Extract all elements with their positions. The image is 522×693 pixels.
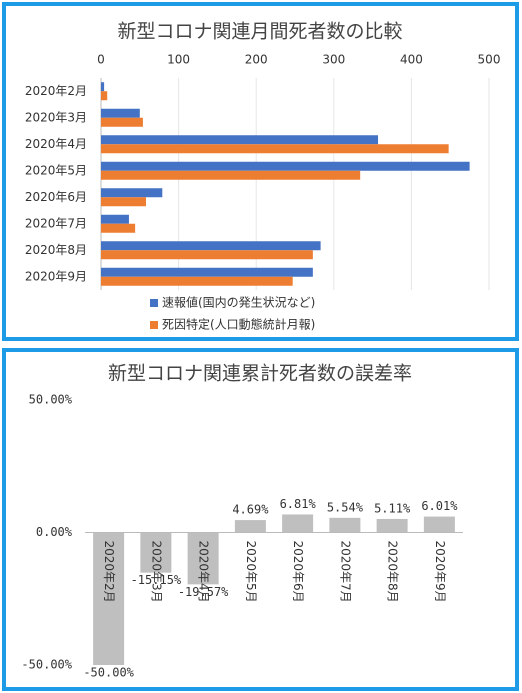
legend-swatch bbox=[150, 299, 158, 307]
bar bbox=[101, 241, 321, 251]
value-label: -15.15% bbox=[131, 573, 182, 587]
y-tick-label: 2020年4月 bbox=[25, 137, 87, 151]
chart-frame bbox=[2, 2, 519, 341]
y-tick-label: 0.00% bbox=[36, 525, 73, 539]
bar bbox=[101, 161, 470, 171]
chart-title: 新型コロナ関連月間死者数の比較 bbox=[117, 21, 402, 43]
x-tick-label: 2020年5月 bbox=[244, 541, 258, 603]
bar bbox=[101, 267, 313, 277]
bar bbox=[423, 516, 455, 533]
bar bbox=[101, 223, 136, 233]
bar bbox=[101, 214, 129, 224]
x-tick-label: 2020年8月 bbox=[386, 541, 400, 603]
x-tick-label: 2020年2月 bbox=[102, 541, 116, 603]
x-tick-label: 2020年7月 bbox=[338, 541, 352, 603]
x-tick-label: 2020年6月 bbox=[291, 541, 305, 603]
x-tick-label: 2020年4月 bbox=[197, 541, 211, 603]
value-label: 6.81% bbox=[280, 497, 317, 511]
value-label: 5.11% bbox=[374, 501, 411, 515]
bar bbox=[101, 82, 105, 92]
x-tick-label: 2020年3月 bbox=[149, 541, 163, 603]
y-tick-label: 2020年8月 bbox=[25, 243, 87, 257]
bar bbox=[101, 170, 361, 180]
x-tick-label: 100 bbox=[167, 53, 190, 67]
bar bbox=[101, 188, 163, 198]
bar bbox=[329, 517, 361, 533]
bar bbox=[282, 514, 314, 533]
value-label: 5.54% bbox=[327, 500, 364, 514]
x-tick-label: 2020年9月 bbox=[433, 541, 447, 603]
x-tick-label: 0 bbox=[97, 53, 105, 67]
bar bbox=[187, 532, 219, 585]
y-tick-label: 2020年9月 bbox=[25, 269, 87, 283]
chart-frame bbox=[2, 348, 519, 691]
chart-title: 新型コロナ関連累計死者数の誤差率 bbox=[108, 363, 412, 385]
value-label: 4.69% bbox=[232, 503, 269, 517]
x-tick-label: 300 bbox=[322, 53, 345, 67]
y-tick-label: 2020年6月 bbox=[25, 190, 87, 204]
value-label: -19.57% bbox=[178, 585, 229, 599]
bar bbox=[234, 520, 266, 533]
value-label: 6.01% bbox=[421, 499, 458, 513]
bar bbox=[93, 532, 125, 665]
bar bbox=[101, 117, 143, 127]
y-tick-label: 2020年7月 bbox=[25, 216, 87, 230]
bar bbox=[101, 135, 379, 145]
x-tick-label: 500 bbox=[478, 53, 501, 67]
y-tick-label: 2020年3月 bbox=[25, 110, 87, 124]
bar bbox=[101, 276, 293, 286]
legend-swatch bbox=[150, 321, 158, 329]
bar bbox=[140, 532, 172, 573]
legend-label: 死因特定(人口動態統計月報) bbox=[162, 317, 315, 332]
bar bbox=[376, 518, 408, 533]
x-tick-label: 400 bbox=[400, 53, 423, 67]
y-tick-label: 2020年5月 bbox=[25, 163, 87, 177]
y-tick-label: -50.00% bbox=[21, 658, 72, 672]
bar bbox=[101, 91, 108, 101]
value-label: -50.00% bbox=[83, 666, 134, 680]
legend-label: 速報値(国内の発生状況など) bbox=[162, 295, 315, 310]
bar bbox=[101, 108, 140, 118]
bar bbox=[101, 197, 147, 207]
bar bbox=[101, 144, 449, 154]
y-tick-label: 50.00% bbox=[29, 393, 73, 407]
x-tick-label: 200 bbox=[245, 53, 268, 67]
y-tick-label: 2020年2月 bbox=[25, 84, 87, 98]
bar bbox=[101, 250, 313, 260]
